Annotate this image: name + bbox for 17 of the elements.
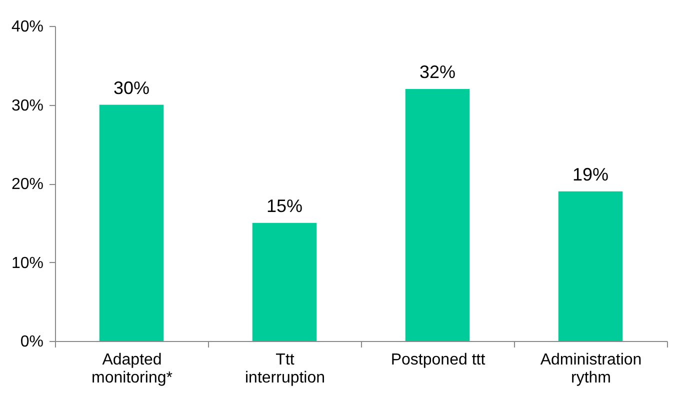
data-label: 30% <box>113 78 150 98</box>
x-tick-label: Administration rythm <box>540 352 642 386</box>
data-label: 19% <box>572 164 609 184</box>
data-label: 15% <box>266 196 303 216</box>
bar <box>99 104 164 341</box>
bar <box>558 191 623 341</box>
y-tick-label: 20% <box>11 176 44 193</box>
y-tick-label: 30% <box>11 97 44 114</box>
y-tick-label: 0% <box>20 334 44 350</box>
bar <box>405 89 470 341</box>
data-label: 32% <box>419 62 456 82</box>
x-tick-label: Adapted monitoring* <box>92 352 172 386</box>
bar <box>252 222 317 341</box>
x-tick-label: Ttt interruption <box>244 352 326 386</box>
x-tick-label: Postponed ttt <box>390 352 486 368</box>
y-tick-label: 40% <box>11 18 44 36</box>
y-tick-label: 10% <box>11 254 44 272</box>
